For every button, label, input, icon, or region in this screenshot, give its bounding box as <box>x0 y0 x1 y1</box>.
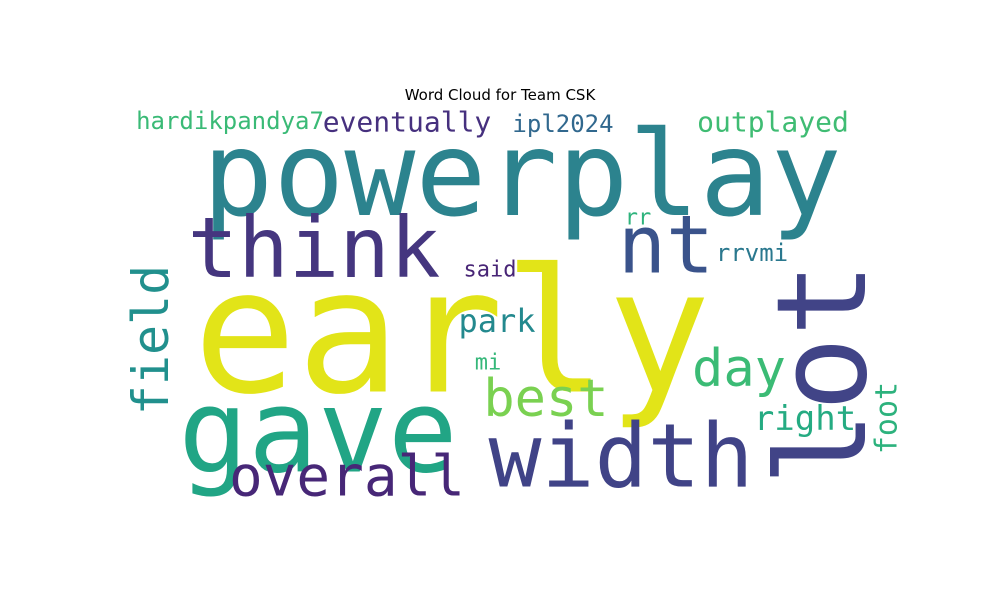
word-right: right <box>754 399 856 439</box>
word-lot: lot <box>751 262 895 486</box>
chart-title: Word Cloud for Team CSK <box>404 86 596 104</box>
word-day: day <box>692 339 786 399</box>
word-field: field <box>122 265 180 416</box>
word-gave: gave <box>178 365 457 500</box>
word-rr: rr <box>625 206 652 231</box>
word-ipl2024: ipl2024 <box>512 110 613 138</box>
word-mi: mi <box>475 351 502 376</box>
word-outplayed: outplayed <box>697 106 849 139</box>
word-powerplay: powerplay <box>202 105 841 243</box>
word-said: said <box>464 258 517 283</box>
word-foot: foot <box>870 382 905 454</box>
word-best: best <box>483 369 608 429</box>
word-rrvmi: rrvmi <box>716 239 788 267</box>
word-nt: nt <box>618 199 714 292</box>
word-hardikpandya7: hardikpandya7 <box>136 107 324 135</box>
word-width: width <box>489 405 754 508</box>
word-early: early <box>193 232 711 433</box>
word-eventually: eventually <box>323 106 492 139</box>
word-think: think <box>188 199 441 297</box>
word-park: park <box>458 302 535 340</box>
word-overall: overall <box>229 445 465 510</box>
